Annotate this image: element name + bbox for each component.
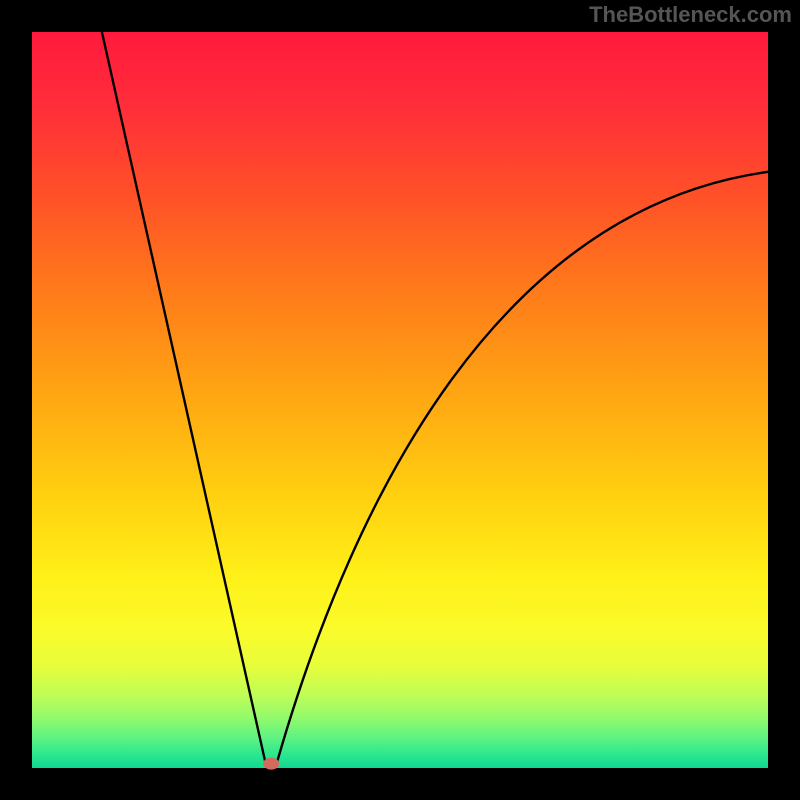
plot-area (32, 32, 768, 768)
minimum-marker (263, 758, 279, 770)
chart-container: TheBottleneck.com (0, 0, 800, 800)
bottleneck-chart (0, 0, 800, 800)
watermark-text: TheBottleneck.com (589, 2, 792, 28)
